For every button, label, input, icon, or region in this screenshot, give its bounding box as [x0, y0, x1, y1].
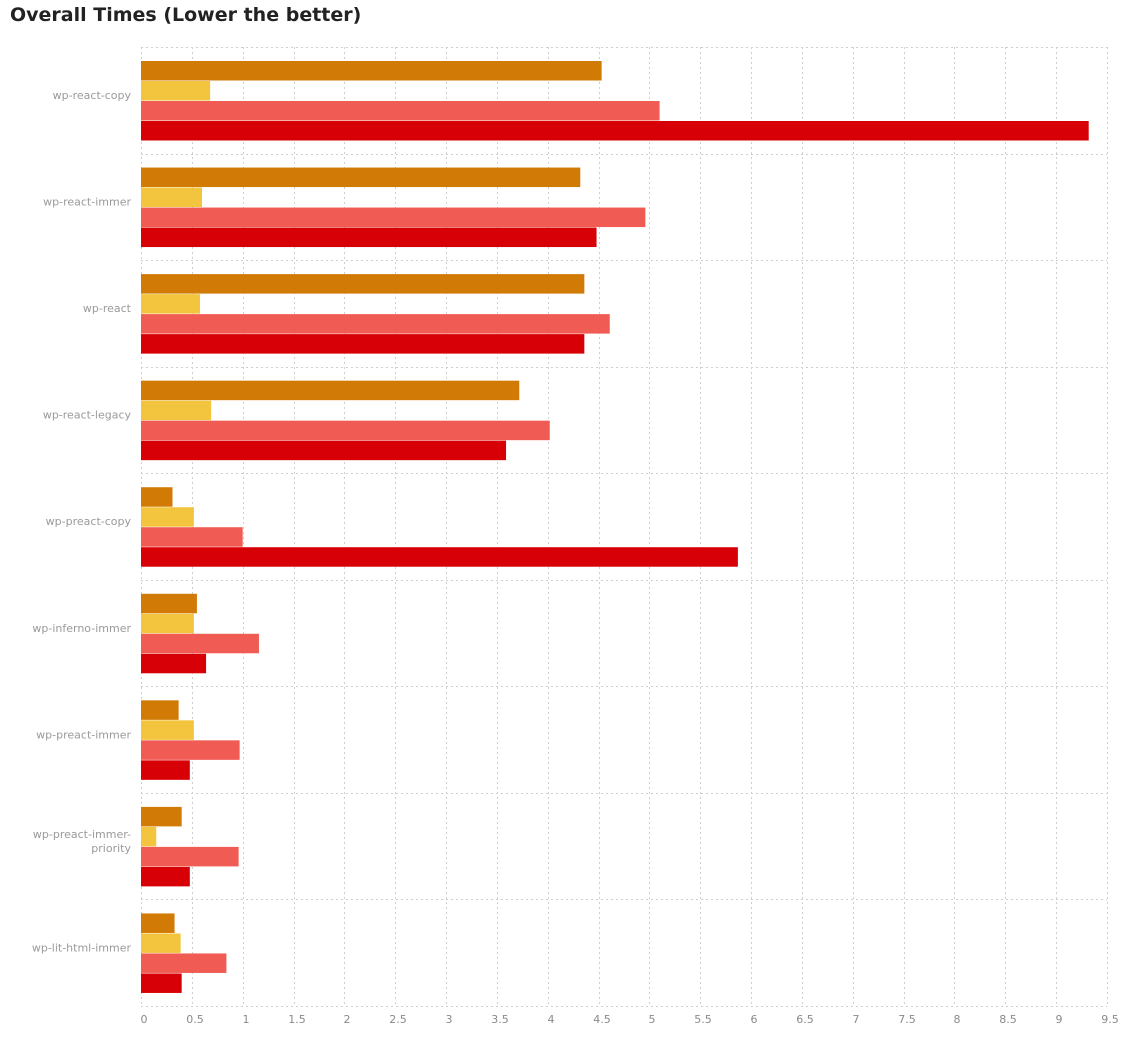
x-tick-label: 3 [446, 1013, 453, 1026]
bar-wp-react-legacy-series-3 [141, 420, 550, 441]
x-tick-label: 8.5 [999, 1013, 1017, 1026]
category-label: wp-react-copy [53, 89, 132, 102]
bar-wp-preact-immer-priority-series-3 [141, 846, 239, 867]
bar-wp-react-immer-series-2 [141, 187, 203, 208]
x-tick-label: 4 [548, 1013, 555, 1026]
bar-wp-inferno-immer-series-4 [141, 653, 207, 674]
x-tick-label: 7.5 [898, 1013, 916, 1026]
bar-wp-preact-copy-series-4 [141, 547, 738, 567]
category-labels: wp-react-copy wp-react-immer wp-react wp-re… [32, 89, 132, 954]
category-label: wp-react-legacy [43, 409, 132, 422]
bar-wp-react-copy-series-4 [141, 121, 1089, 141]
x-tick-label: 0 [141, 1013, 148, 1026]
bar-wp-preact-immer-priority-series-1 [141, 806, 182, 827]
grid [141, 47, 1108, 1007]
bar-wp-react-immer-series-1 [141, 167, 581, 188]
bar-wp-preact-immer-series-1 [141, 700, 179, 720]
category-label: wp-react [83, 302, 132, 315]
bar-wp-preact-copy-series-3 [141, 527, 243, 547]
bar-wp-preact-immer-priority-series-4 [141, 866, 190, 887]
category-label-line: wp-react-immer [43, 196, 131, 209]
x-tick-label: 4.5 [593, 1013, 611, 1026]
bar-wp-preact-immer-series-4 [141, 760, 190, 780]
category-label-line: wp-preact-copy [46, 515, 132, 528]
category-label-line: wp-react [83, 302, 132, 315]
chart-title: Overall Times (Lower the better) [10, 4, 362, 26]
bar-wp-react-legacy-series-4 [141, 440, 507, 461]
category-label-line: wp-inferno-immer [32, 622, 131, 635]
category-label: wp-preact-copy [46, 515, 132, 528]
bar-wp-preact-immer-priority-series-2 [141, 826, 157, 847]
bar-wp-preact-immer-series-2 [141, 720, 194, 740]
bar-wp-inferno-immer-series-1 [141, 593, 197, 614]
category-label: wp-react-immer [43, 196, 131, 209]
bar-wp-react-series-3 [141, 314, 610, 334]
bar-wp-preact-immer-series-3 [141, 740, 240, 760]
bar-wp-preact-copy-series-1 [141, 487, 173, 507]
bar-wp-react-copy-series-2 [141, 81, 211, 101]
x-tick-label: 9.5 [1101, 1013, 1119, 1026]
x-tick-label: 8 [954, 1013, 961, 1026]
x-tick-label: 2 [344, 1013, 351, 1026]
bar-wp-react-immer-series-4 [141, 227, 597, 248]
category-label-line: wp-react-legacy [43, 409, 132, 422]
bar-wp-lit-html-immer-series-2 [141, 933, 181, 953]
x-tick-label: 6.5 [796, 1013, 814, 1026]
bar-wp-react-legacy-series-2 [141, 400, 212, 421]
x-tick-label: 5.5 [694, 1013, 712, 1026]
category-label-line: wp-react-copy [53, 89, 132, 102]
x-axis-ticks: 0 0.5 1 1.5 2 2.5 3 3.5 4 4.5 5 5.5 6 6.5 7 7.5 8 8.5 9 9.5 [141, 1013, 1119, 1026]
x-tick-label: 5 [649, 1013, 656, 1026]
bar-wp-react-series-4 [141, 334, 585, 354]
bar-wp-inferno-immer-series-2 [141, 613, 194, 634]
bar-wp-react-series-1 [141, 274, 585, 294]
x-tick-label: 1 [243, 1013, 250, 1026]
bar-wp-lit-html-immer-series-3 [141, 953, 227, 973]
category-label-line: wp-preact-immer [36, 728, 131, 741]
category-label: wp-preact-immer-priority [33, 828, 132, 855]
category-label-line: priority [91, 842, 131, 855]
bar-wp-inferno-immer-series-3 [141, 633, 259, 654]
category-label-line: wp-lit-html-immer [32, 941, 132, 954]
bar-wp-react-copy-series-3 [141, 101, 660, 121]
x-tick-label: 9 [1056, 1013, 1063, 1026]
x-tick-label: 6 [751, 1013, 758, 1026]
bar-wp-react-series-2 [141, 294, 200, 314]
x-tick-label: 7 [853, 1013, 860, 1026]
bars [141, 61, 1089, 993]
bar-wp-preact-copy-series-2 [141, 507, 194, 527]
x-tick-label: 3.5 [491, 1013, 509, 1026]
bar-wp-react-copy-series-1 [141, 61, 602, 81]
x-tick-label: 2.5 [389, 1013, 407, 1026]
x-tick-label: 0.5 [186, 1013, 204, 1026]
category-label: wp-inferno-immer [32, 622, 131, 635]
bar-wp-react-immer-series-3 [141, 207, 646, 228]
category-label: wp-preact-immer [36, 728, 131, 741]
x-tick-label: 1.5 [288, 1013, 306, 1026]
category-label-line: wp-preact-immer- [33, 828, 131, 841]
bar-wp-react-legacy-series-1 [141, 380, 520, 401]
category-label: wp-lit-html-immer [32, 941, 132, 954]
bar-wp-lit-html-immer-series-4 [141, 973, 182, 993]
bar-wp-lit-html-immer-series-1 [141, 913, 175, 933]
